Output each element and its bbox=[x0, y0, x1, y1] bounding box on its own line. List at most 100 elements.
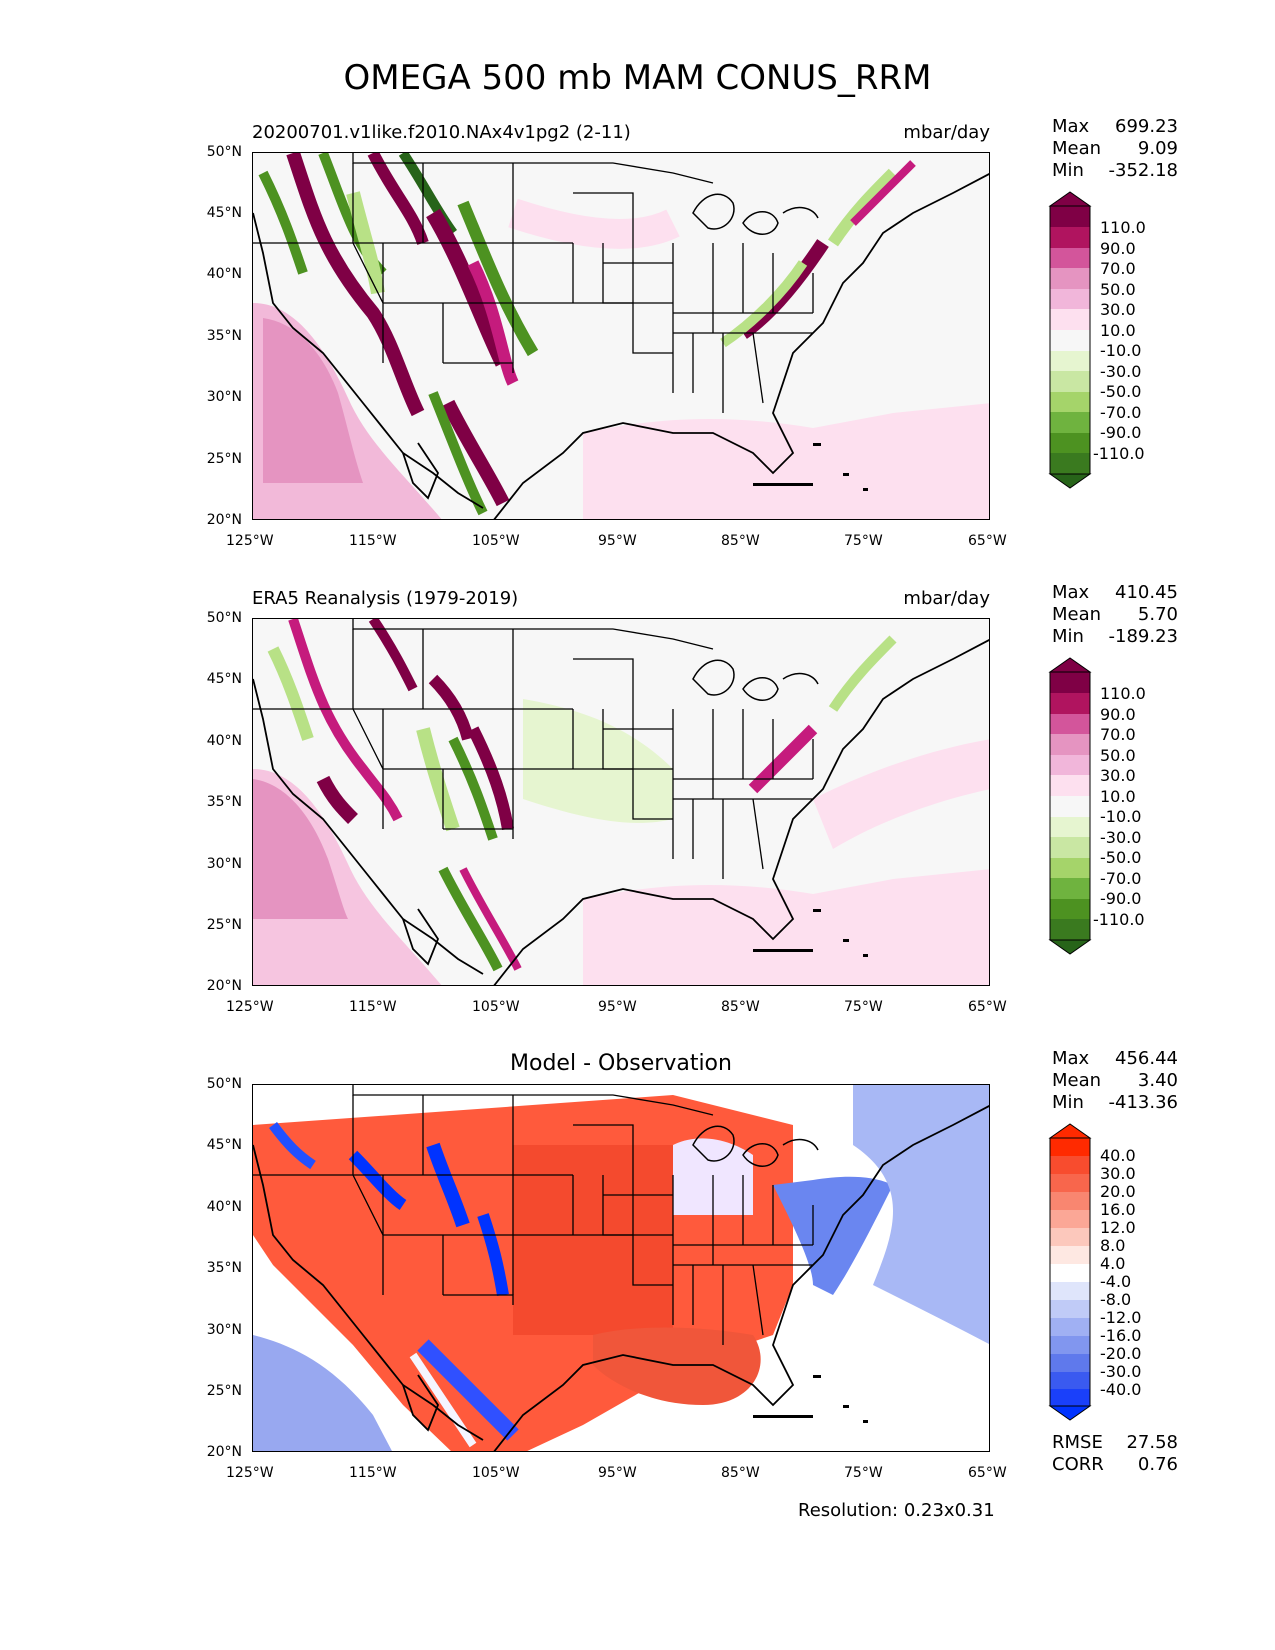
rockies-band-5 bbox=[426, 208, 511, 367]
gulf-red bbox=[593, 1327, 761, 1405]
rockies-band-6 bbox=[457, 200, 539, 357]
pacific-blue bbox=[253, 1335, 392, 1451]
panel1-colorbar bbox=[1048, 191, 1092, 489]
northeast-band bbox=[828, 168, 898, 247]
panel3-cb-20: 20.0 bbox=[1100, 1182, 1136, 1201]
panel2-cb-110: 110.0 bbox=[1100, 684, 1146, 703]
panel2-xtick-95: 95°W bbox=[598, 999, 637, 1015]
panel2-xtick-85: 85°W bbox=[721, 999, 760, 1015]
panel3-xtick-95: 95°W bbox=[598, 1465, 637, 1481]
rockies-band-2 bbox=[316, 775, 358, 824]
panel2-ytick-40: 40°N bbox=[206, 733, 242, 749]
panel3-cb-m20: -20.0 bbox=[1100, 1344, 1142, 1363]
panel2-xtick-115: 115°W bbox=[349, 999, 397, 1015]
panel1-cb-50: 50.0 bbox=[1100, 280, 1136, 299]
appalachian-green bbox=[720, 260, 808, 348]
panel3-max-label: Max bbox=[1052, 1048, 1090, 1069]
rockies-band-7 bbox=[467, 260, 519, 386]
panel3-ytick-20: 20°N bbox=[206, 1444, 242, 1460]
panel2-cb-m30: -30.0 bbox=[1100, 828, 1142, 847]
great-lakes bbox=[692, 193, 819, 235]
panel1-ytick-25: 25°N bbox=[206, 451, 242, 467]
panel3-ytick-35: 35°N bbox=[206, 1260, 242, 1276]
great-lakes bbox=[692, 659, 819, 701]
panel1-units: mbar/day bbox=[903, 122, 990, 143]
panel2-cb-90: 90.0 bbox=[1100, 705, 1136, 724]
panel1-xtick-125: 125°W bbox=[226, 533, 274, 549]
panel2-xtick-125: 125°W bbox=[226, 999, 274, 1015]
panel1-xtick-75: 75°W bbox=[844, 533, 883, 549]
plains-green bbox=[523, 699, 673, 823]
panel3-cb-40: 40.0 bbox=[1100, 1146, 1136, 1165]
panel3-max-value: 456.44 bbox=[1115, 1048, 1178, 1069]
panel1-cb-m10: -10.0 bbox=[1100, 341, 1142, 360]
panel3-cb-m30: -30.0 bbox=[1100, 1362, 1142, 1381]
panel3-cb-8: 8.0 bbox=[1100, 1236, 1126, 1255]
panel1-mean-value: 9.09 bbox=[1137, 138, 1178, 159]
panel1-max-label: Max bbox=[1052, 116, 1090, 137]
rmse-label: RMSE bbox=[1052, 1432, 1103, 1453]
gulf-region bbox=[583, 403, 989, 519]
rockies-band-1 bbox=[286, 153, 425, 417]
panel3-mean-label: Mean bbox=[1052, 1070, 1102, 1091]
pacific-core bbox=[253, 779, 348, 919]
rockies-blue-2 bbox=[477, 1213, 509, 1296]
gulf-region bbox=[583, 869, 989, 985]
panel2-min-value: -189.23 bbox=[1108, 626, 1178, 647]
plains-red bbox=[513, 1145, 673, 1335]
panel3-map-svg bbox=[253, 1085, 989, 1451]
panel3-map bbox=[252, 1084, 990, 1452]
northeast-pink bbox=[850, 160, 916, 226]
panel2-xtick-75: 75°W bbox=[844, 999, 883, 1015]
panel3-title: Model - Observation bbox=[510, 1051, 732, 1076]
rockies-band-8 bbox=[441, 399, 510, 507]
rockies-band-8 bbox=[438, 866, 503, 972]
panel2-cb-50: 50.0 bbox=[1100, 746, 1136, 765]
rockies-band-5 bbox=[467, 726, 514, 830]
panel2-mean-label: Mean bbox=[1052, 604, 1102, 625]
west-band-b bbox=[346, 191, 385, 295]
panel3-xtick-85: 85°W bbox=[721, 1465, 760, 1481]
rockies-blue-4 bbox=[269, 1121, 316, 1170]
panel2-cb-m110: -110.0 bbox=[1093, 910, 1145, 929]
panel1-map-svg bbox=[253, 153, 989, 519]
panel1-mean-label: Mean bbox=[1052, 138, 1102, 159]
panel1-xtick-85: 85°W bbox=[721, 533, 760, 549]
panel1-cb-m30: -30.0 bbox=[1100, 362, 1142, 381]
panel2-ytick-25: 25°N bbox=[206, 917, 242, 933]
panel1-ytick-35: 35°N bbox=[206, 328, 242, 344]
panel2-cb-70: 70.0 bbox=[1100, 725, 1136, 744]
panel3-ytick-45: 45°N bbox=[206, 1137, 242, 1153]
panel2-cb-m70: -70.0 bbox=[1100, 869, 1142, 888]
appalachian-band bbox=[748, 724, 818, 794]
panel1-xtick-65: 65°W bbox=[968, 533, 1007, 549]
panel3-min-value: -413.36 bbox=[1108, 1092, 1178, 1113]
rockies-band-9 bbox=[428, 391, 488, 516]
panel2-cb-30: 30.0 bbox=[1100, 766, 1136, 785]
corr-value: 0.76 bbox=[1137, 1454, 1178, 1475]
panel3-colorbar bbox=[1048, 1123, 1092, 1421]
panel3-cb-m12: -12.0 bbox=[1100, 1308, 1142, 1327]
panel1-cb-m50: -50.0 bbox=[1100, 382, 1142, 401]
great-lakes bbox=[692, 1125, 819, 1167]
rockies-band-9 bbox=[459, 867, 522, 971]
state-borders bbox=[253, 619, 814, 879]
panel3-ytick-25: 25°N bbox=[206, 1383, 242, 1399]
state-borders bbox=[253, 153, 814, 413]
panel3-cb-30: 30.0 bbox=[1100, 1164, 1136, 1183]
panel2-xtick-105: 105°W bbox=[472, 999, 520, 1015]
islands bbox=[753, 909, 868, 957]
panel2-ytick-20: 20°N bbox=[206, 978, 242, 994]
panel2-map bbox=[252, 618, 990, 986]
panel1-cb-m70: -70.0 bbox=[1100, 403, 1142, 422]
panel1-min-value: -352.18 bbox=[1108, 160, 1178, 181]
mexico-blue bbox=[417, 1339, 519, 1441]
rockies-blue-3 bbox=[348, 1150, 407, 1210]
panel3-cb-16: 16.0 bbox=[1100, 1200, 1136, 1219]
panel2-xtick-65: 65°W bbox=[968, 999, 1007, 1015]
rockies-band-3 bbox=[367, 153, 429, 246]
rockies-blue-1 bbox=[426, 1142, 470, 1228]
panel2-units: mbar/day bbox=[903, 588, 990, 609]
state-borders bbox=[253, 1085, 814, 1345]
panel2-ytick-35: 35°N bbox=[206, 794, 242, 810]
